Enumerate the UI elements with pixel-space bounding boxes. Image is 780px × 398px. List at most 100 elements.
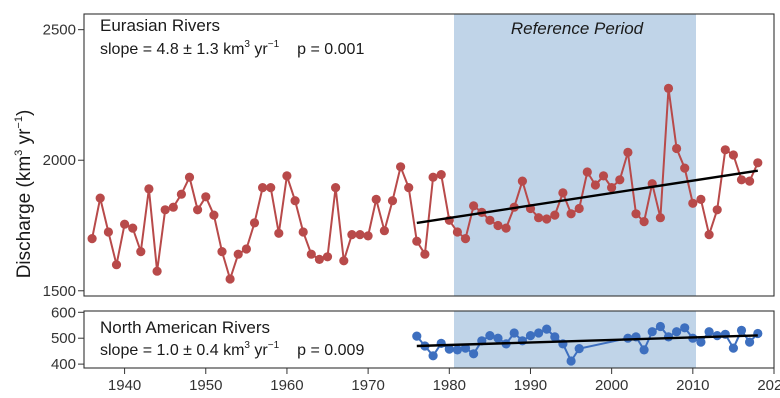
north-american-slope-unit-sup: 3	[244, 340, 250, 351]
eurasian-slope-text: slope = 4.8 ± 1.3 km3 yr−1 p = 0.001	[100, 39, 364, 58]
eurasian-data-point	[663, 83, 674, 93]
eurasian-data-point	[95, 193, 105, 203]
north-american-y-axis: 400 500 600	[51, 304, 84, 373]
north-american-data-point	[534, 328, 544, 338]
eurasian-data-point	[623, 147, 633, 157]
eurasian-data-point	[615, 175, 625, 185]
north-american-data-point	[696, 337, 706, 347]
x-tick-label: 2010	[676, 377, 709, 394]
x-tick-label: 2020	[757, 377, 780, 394]
eurasian-data-point	[111, 260, 122, 270]
north-american-slope-value: slope = 1.0 ± 0.4 km	[100, 342, 244, 359]
north-american-trendline	[416, 334, 758, 348]
north-american-data-point	[452, 345, 462, 355]
x-tick-label: 1970	[351, 377, 384, 394]
north-american-slope-unit-yr: yr	[250, 342, 268, 359]
eurasian-panel: Reference Period 1500 2000 2500 Eurasian R…	[43, 13, 775, 300]
eurasian-data-point	[582, 167, 592, 177]
eurasian-data-point	[290, 196, 300, 206]
eurasian-y-axis: 1500 2000 2500	[43, 22, 84, 300]
y-axis-label-sup: 3	[13, 150, 25, 156]
eurasian-data-point	[696, 194, 706, 204]
y-axis-label-suffix: )	[14, 110, 35, 116]
eurasian-data-point	[193, 205, 203, 215]
north-american-data-point	[574, 344, 584, 354]
north-american-data-point	[444, 344, 454, 354]
eurasian-data-point	[404, 183, 414, 193]
eurasian-y-tick-label: 1500	[43, 283, 76, 300]
north-american-data-point	[509, 328, 519, 338]
eurasian-series	[87, 83, 763, 284]
eurasian-data-point	[363, 231, 373, 241]
x-tick-label: 2000	[595, 377, 628, 394]
north-american-data-point	[704, 327, 714, 337]
eurasian-data-point	[274, 228, 284, 238]
eurasian-data-point	[249, 218, 260, 228]
north-american-y-tick-label: 500	[51, 330, 76, 347]
eurasian-data-point	[598, 171, 609, 181]
eurasian-data-point	[607, 183, 617, 193]
x-tick-label: 1960	[270, 377, 303, 394]
eurasian-data-point	[298, 227, 308, 237]
north-american-data-point	[550, 332, 560, 342]
eurasian-data-point	[217, 247, 227, 257]
eurasian-data-point	[436, 170, 446, 180]
eurasian-data-point	[209, 210, 219, 220]
eurasian-data-point	[379, 226, 389, 236]
north-american-data-point	[436, 338, 446, 348]
north-american-data-point	[517, 336, 528, 346]
x-tick-label: 1980	[433, 377, 466, 394]
eurasian-data-point	[574, 203, 584, 214]
eurasian-data-point	[460, 234, 471, 244]
north-american-data-point	[680, 323, 690, 333]
eurasian-data-point	[550, 210, 560, 220]
eurasian-data-point	[712, 205, 722, 215]
eurasian-data-point	[501, 223, 511, 233]
north-american-panel-frame	[83, 310, 775, 369]
eurasian-data-point	[680, 163, 690, 173]
north-american-data-point	[525, 331, 536, 341]
north-american-data-point	[639, 345, 649, 355]
north-american-p-value: p = 0.009	[297, 342, 364, 359]
eurasian-data-point	[542, 214, 552, 224]
north-american-slope-text: slope = 1.0 ± 0.4 km3 yr−1 p = 0.009	[100, 340, 364, 359]
eurasian-data-point	[558, 188, 568, 198]
north-american-data-point	[460, 343, 471, 353]
eurasian-data-point	[339, 256, 349, 266]
eurasian-data-point	[534, 213, 544, 223]
eurasian-data-point	[168, 202, 178, 212]
eurasian-data-point	[103, 227, 113, 237]
north-american-data-point	[745, 337, 755, 347]
north-american-data-point	[485, 331, 495, 341]
north-american-data-point	[647, 327, 657, 337]
eurasian-y-tick-label: 2500	[43, 22, 76, 39]
eurasian-slope-unit-exp: −1	[268, 39, 280, 50]
eurasian-data-point	[412, 236, 422, 246]
eurasian-data-point	[184, 172, 195, 182]
eurasian-data-point	[387, 196, 398, 206]
eurasian-data-point	[314, 254, 324, 264]
eurasian-data-point	[87, 234, 97, 244]
eurasian-data-point	[258, 183, 268, 193]
north-american-data-point	[542, 324, 552, 334]
x-tick-label: 1950	[189, 377, 222, 394]
eurasian-data-point	[469, 201, 479, 211]
eurasian-reference-band	[454, 14, 696, 296]
eurasian-data-point	[322, 252, 333, 262]
north-american-y-tick-label: 400	[51, 356, 76, 373]
north-american-data-point	[736, 325, 747, 335]
eurasian-data-point	[566, 209, 576, 219]
eurasian-data-point	[266, 183, 276, 193]
north-american-title: North American Rivers	[100, 318, 270, 337]
eurasian-data-point	[128, 223, 138, 233]
eurasian-data-point	[160, 205, 170, 215]
north-american-data-point	[469, 349, 479, 359]
north-american-data-point	[566, 356, 576, 366]
eurasian-data-point	[120, 219, 130, 229]
eurasian-data-point	[631, 209, 641, 219]
eurasian-data-point	[306, 249, 316, 259]
y-axis-label-prefix: Discharge (km	[14, 156, 35, 278]
reference-period-label: Reference Period	[511, 19, 644, 38]
eurasian-data-point	[704, 230, 714, 240]
